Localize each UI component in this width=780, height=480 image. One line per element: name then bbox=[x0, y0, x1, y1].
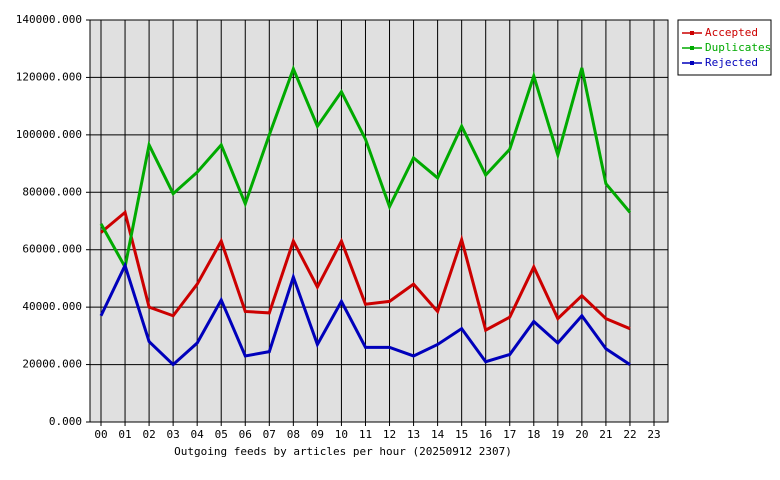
legend-label: Duplicates bbox=[705, 41, 771, 54]
x-tick-label: 04 bbox=[191, 428, 205, 441]
plot-border bbox=[89, 19, 669, 423]
x-tick-label: 07 bbox=[263, 428, 276, 441]
y-tick-label: 40000.000 bbox=[22, 300, 82, 313]
x-tick-label: 22 bbox=[623, 428, 636, 441]
x-tick-label: 17 bbox=[503, 428, 516, 441]
x-tick-label: 20 bbox=[575, 428, 588, 441]
y-tick-label: 0.000 bbox=[49, 415, 82, 428]
chart-title: Outgoing feeds by articles per hour (202… bbox=[174, 445, 512, 458]
legend-marker bbox=[690, 46, 694, 50]
plot-area bbox=[90, 20, 668, 422]
legend-label: Accepted bbox=[705, 26, 758, 39]
y-tick-label: 140000.000 bbox=[16, 13, 82, 26]
x-tick-label: 10 bbox=[335, 428, 348, 441]
x-tick-label: 08 bbox=[287, 428, 300, 441]
legend-label: Rejected bbox=[705, 56, 758, 69]
series-line bbox=[99, 261, 631, 367]
series-line bbox=[100, 209, 631, 333]
x-tick-label: 02 bbox=[142, 428, 155, 441]
x-tick-label: 15 bbox=[455, 428, 468, 441]
x-tick-label: 06 bbox=[239, 428, 252, 441]
x-tick-label: 11 bbox=[359, 428, 372, 441]
y-tick-label: 80000.000 bbox=[22, 185, 82, 198]
x-tick-label: 12 bbox=[383, 428, 396, 441]
y-tick-label: 60000.000 bbox=[22, 243, 82, 256]
x-tick-label: 16 bbox=[479, 428, 492, 441]
x-tick-label: 01 bbox=[118, 428, 131, 441]
x-tick-label: 23 bbox=[647, 428, 660, 441]
series-line bbox=[99, 64, 632, 272]
x-tick-label: 13 bbox=[407, 428, 420, 441]
x-tick-label: 00 bbox=[94, 428, 107, 441]
x-tick-label: 03 bbox=[167, 428, 180, 441]
y-tick-label: 120000.000 bbox=[16, 70, 82, 83]
x-tick-label: 05 bbox=[215, 428, 228, 441]
x-tick-label: 21 bbox=[599, 428, 612, 441]
y-tick-label: 100000.000 bbox=[16, 128, 82, 141]
y-tick-label: 20000.000 bbox=[22, 358, 82, 371]
legend-marker bbox=[690, 61, 694, 65]
x-tick-label: 19 bbox=[551, 428, 564, 441]
x-tick-label: 14 bbox=[431, 428, 445, 441]
legend-marker bbox=[690, 31, 694, 35]
x-tick-label: 09 bbox=[311, 428, 324, 441]
x-tick-label: 18 bbox=[527, 428, 540, 441]
